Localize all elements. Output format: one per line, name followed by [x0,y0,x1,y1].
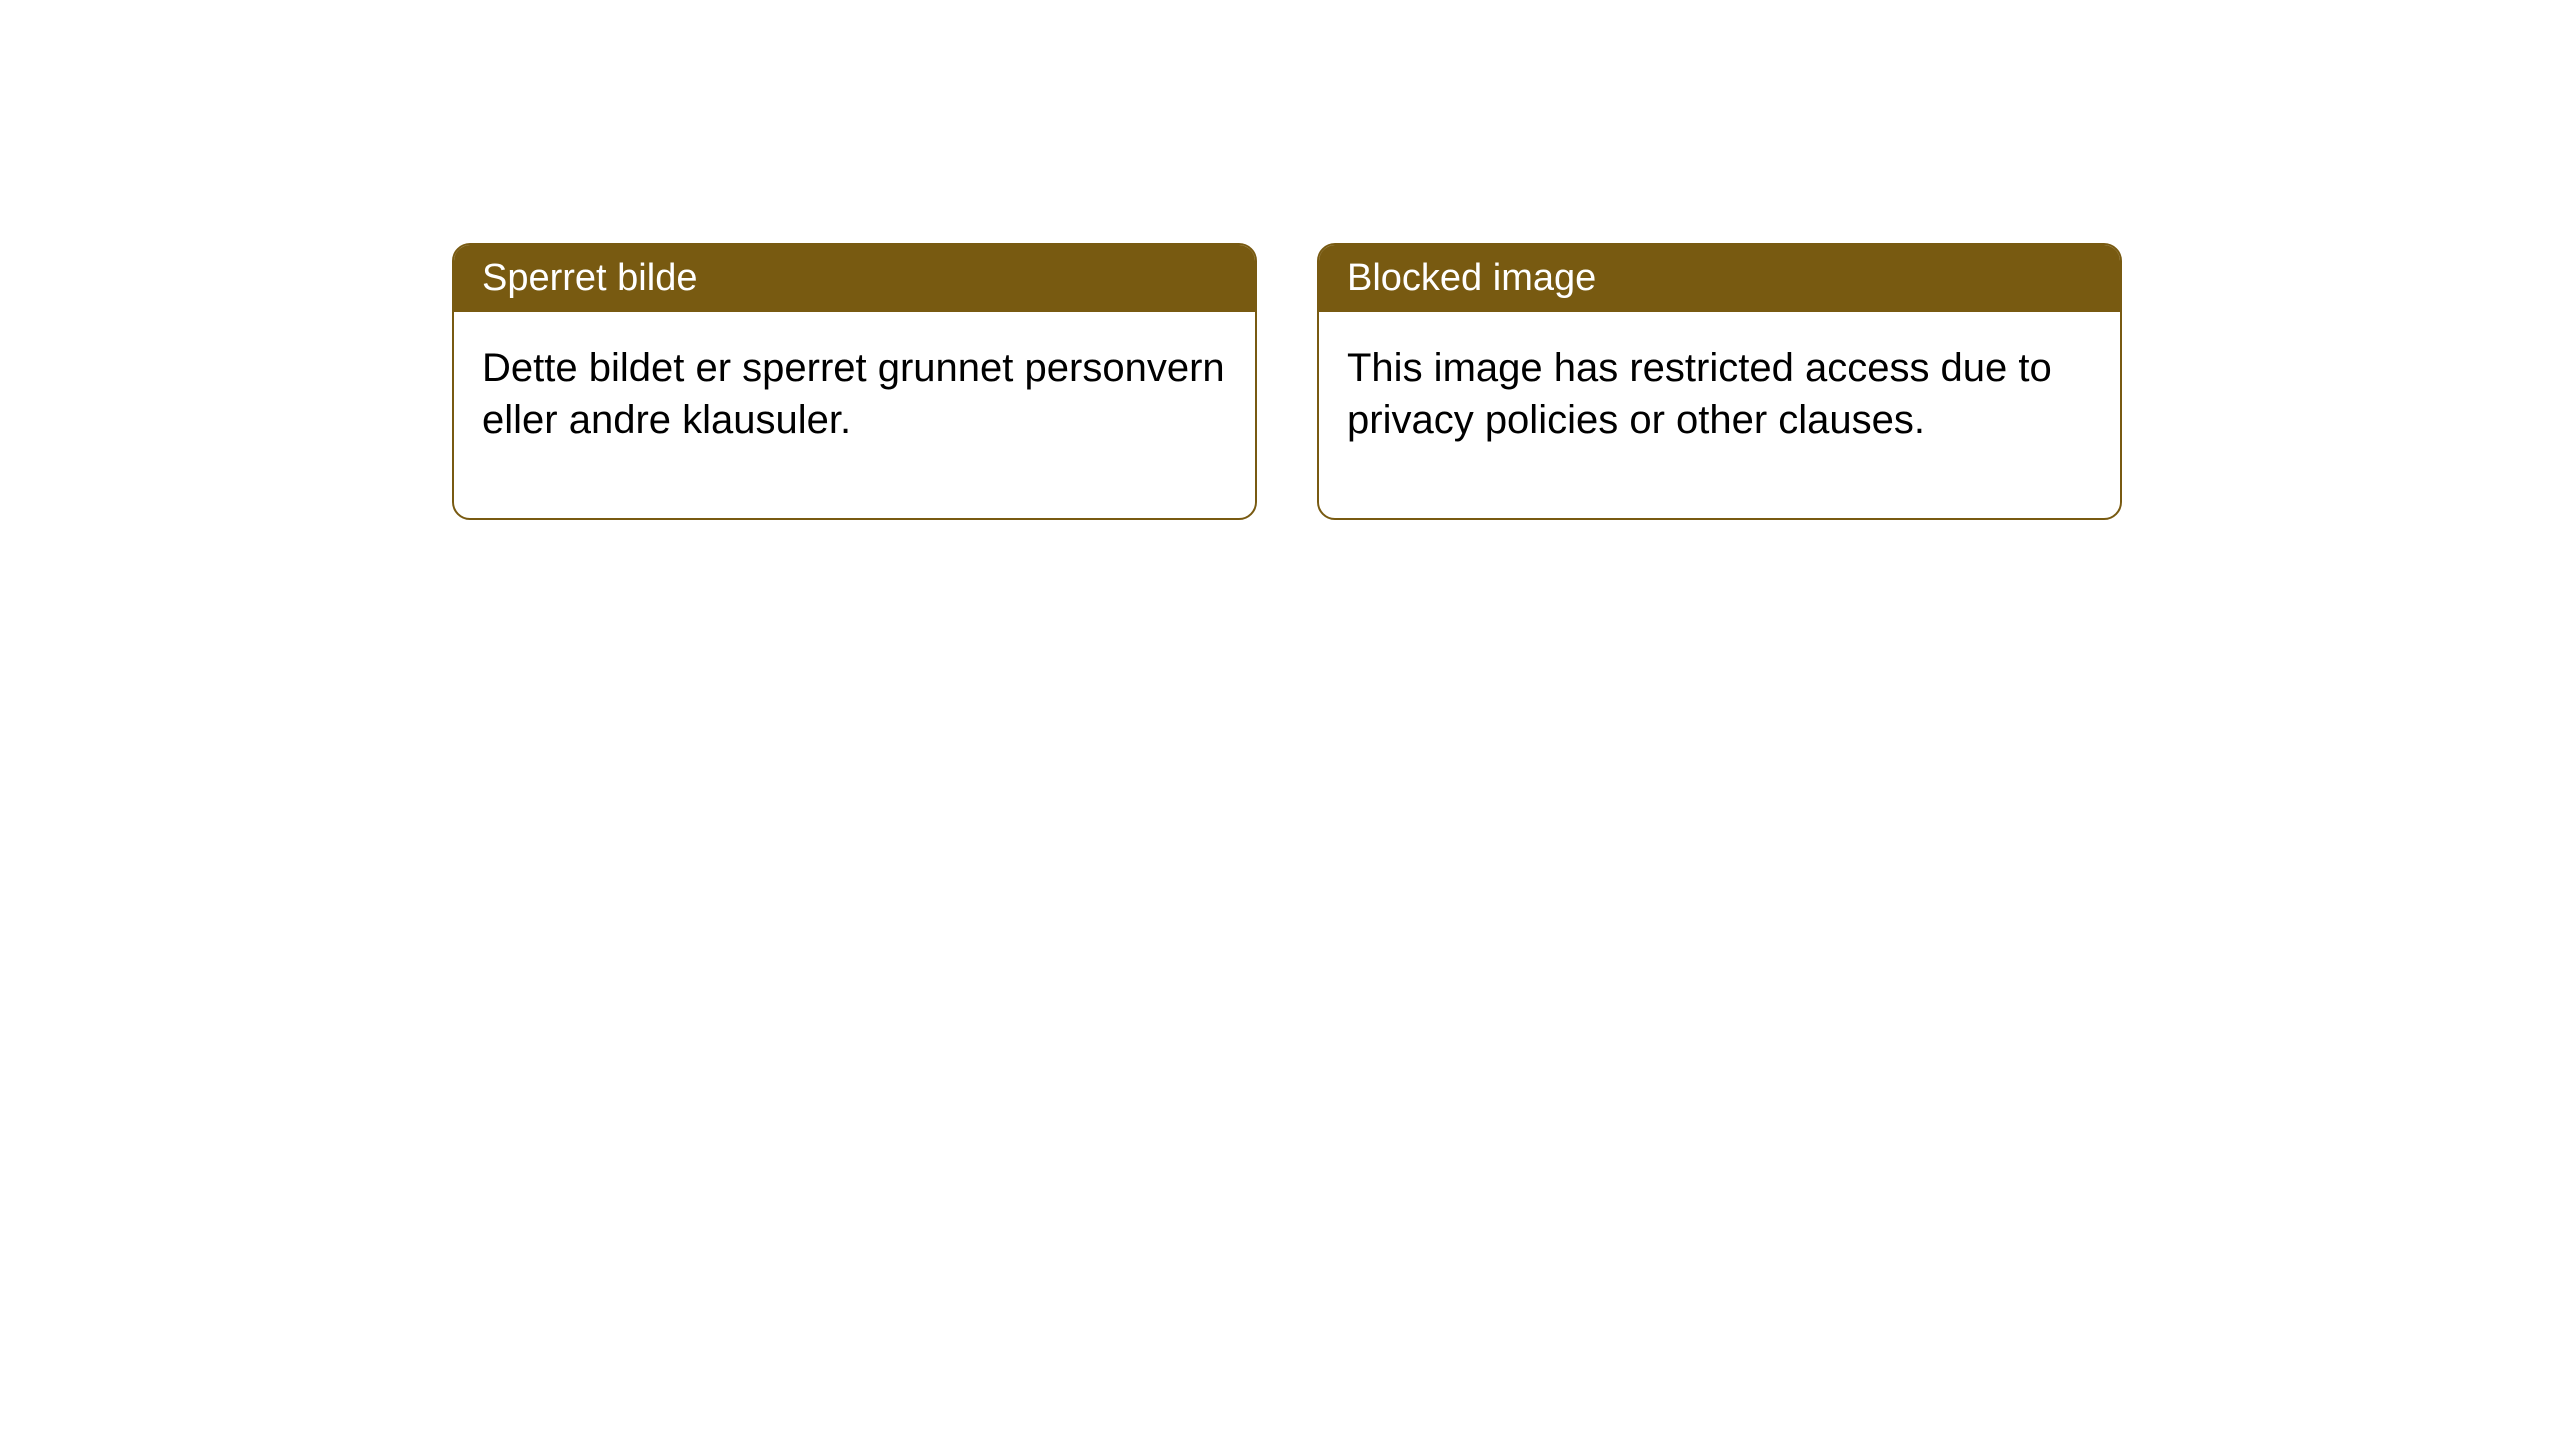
notice-body: Dette bildet er sperret grunnet personve… [454,312,1255,518]
notice-container: Sperret bilde Dette bildet er sperret gr… [0,0,2560,520]
notice-card-english: Blocked image This image has restricted … [1317,243,2122,520]
notice-card-norwegian: Sperret bilde Dette bildet er sperret gr… [452,243,1257,520]
notice-header: Sperret bilde [454,245,1255,312]
notice-header: Blocked image [1319,245,2120,312]
notice-body: This image has restricted access due to … [1319,312,2120,518]
